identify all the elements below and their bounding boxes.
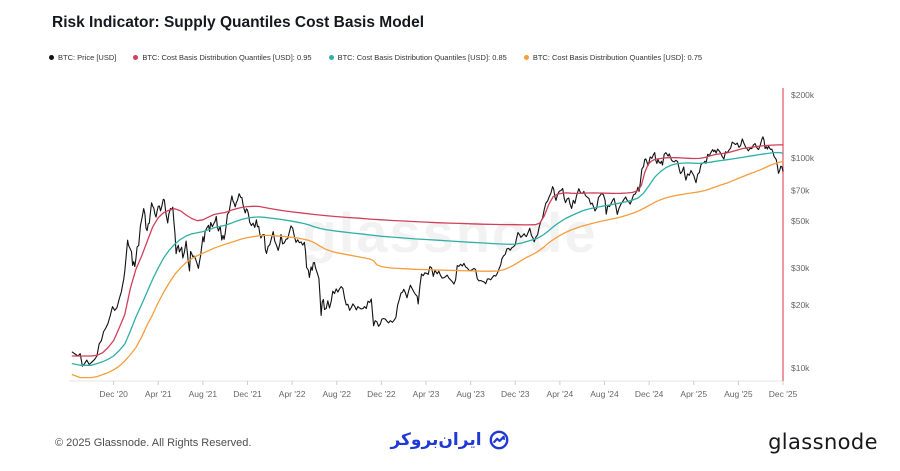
- svg-text:Aug '22: Aug '22: [322, 389, 351, 399]
- glassnode-logo: glassnode: [768, 430, 878, 454]
- svg-text:Dec '20: Dec '20: [99, 389, 128, 399]
- svg-text:$200k: $200k: [791, 90, 815, 100]
- legend-swatch-icon: [133, 55, 139, 60]
- svg-text:Aug '21: Aug '21: [189, 389, 218, 399]
- svg-text:Dec '22: Dec '22: [367, 389, 396, 399]
- legend-item-quantile-095[interactable]: BTC: Cost Basis Distribution Quantiles […: [133, 53, 312, 62]
- legend-item-label: BTC: Cost Basis Distribution Quantiles […: [337, 53, 507, 62]
- svg-text:$10k: $10k: [791, 363, 810, 373]
- legend-swatch-icon: [328, 55, 334, 60]
- svg-text:$20k: $20k: [791, 300, 810, 310]
- svg-text:Dec '25: Dec '25: [769, 389, 798, 399]
- svg-text:Apr '25: Apr '25: [680, 389, 707, 399]
- svg-text:$100k: $100k: [791, 153, 815, 163]
- svg-text:Apr '22: Apr '22: [279, 389, 306, 399]
- svg-text:Aug '23: Aug '23: [456, 389, 485, 399]
- svg-text:$50k: $50k: [791, 216, 810, 226]
- copyright-text: © 2025 Glassnode. All Rights Reserved.: [55, 437, 252, 449]
- legend-swatch-icon: [523, 55, 529, 60]
- legend-item-label: BTC: Cost Basis Distribution Quantiles […: [142, 53, 312, 62]
- svg-text:Aug '25: Aug '25: [724, 389, 753, 399]
- svg-text:Dec '23: Dec '23: [501, 389, 530, 399]
- legend-item-quantile-085[interactable]: BTC: Cost Basis Distribution Quantiles […: [328, 53, 507, 62]
- svg-text:$30k: $30k: [791, 263, 810, 273]
- legend-item-label: BTC: Cost Basis Distribution Quantiles […: [532, 53, 703, 62]
- chart-legend: BTC: Price [USD] BTC: Cost Basis Distrib…: [49, 53, 702, 62]
- svg-text:Dec '21: Dec '21: [233, 389, 262, 399]
- legend-item-price[interactable]: BTC: Price [USD]: [49, 53, 116, 62]
- svg-text:Dec '24: Dec '24: [635, 389, 664, 399]
- svg-text:Apr '21: Apr '21: [145, 389, 172, 399]
- svg-text:Apr '24: Apr '24: [547, 389, 574, 399]
- page-title: Risk Indicator: Supply Quantiles Cost Ba…: [52, 14, 425, 31]
- legend-item-label: BTC: Price [USD]: [58, 53, 117, 62]
- svg-text:Apr '23: Apr '23: [413, 389, 440, 399]
- svg-text:Aug '24: Aug '24: [590, 389, 619, 399]
- legend-item-quantile-075[interactable]: BTC: Cost Basis Distribution Quantiles […: [523, 53, 703, 62]
- svg-text:$70k: $70k: [791, 186, 810, 196]
- legend-swatch-icon: [49, 55, 54, 60]
